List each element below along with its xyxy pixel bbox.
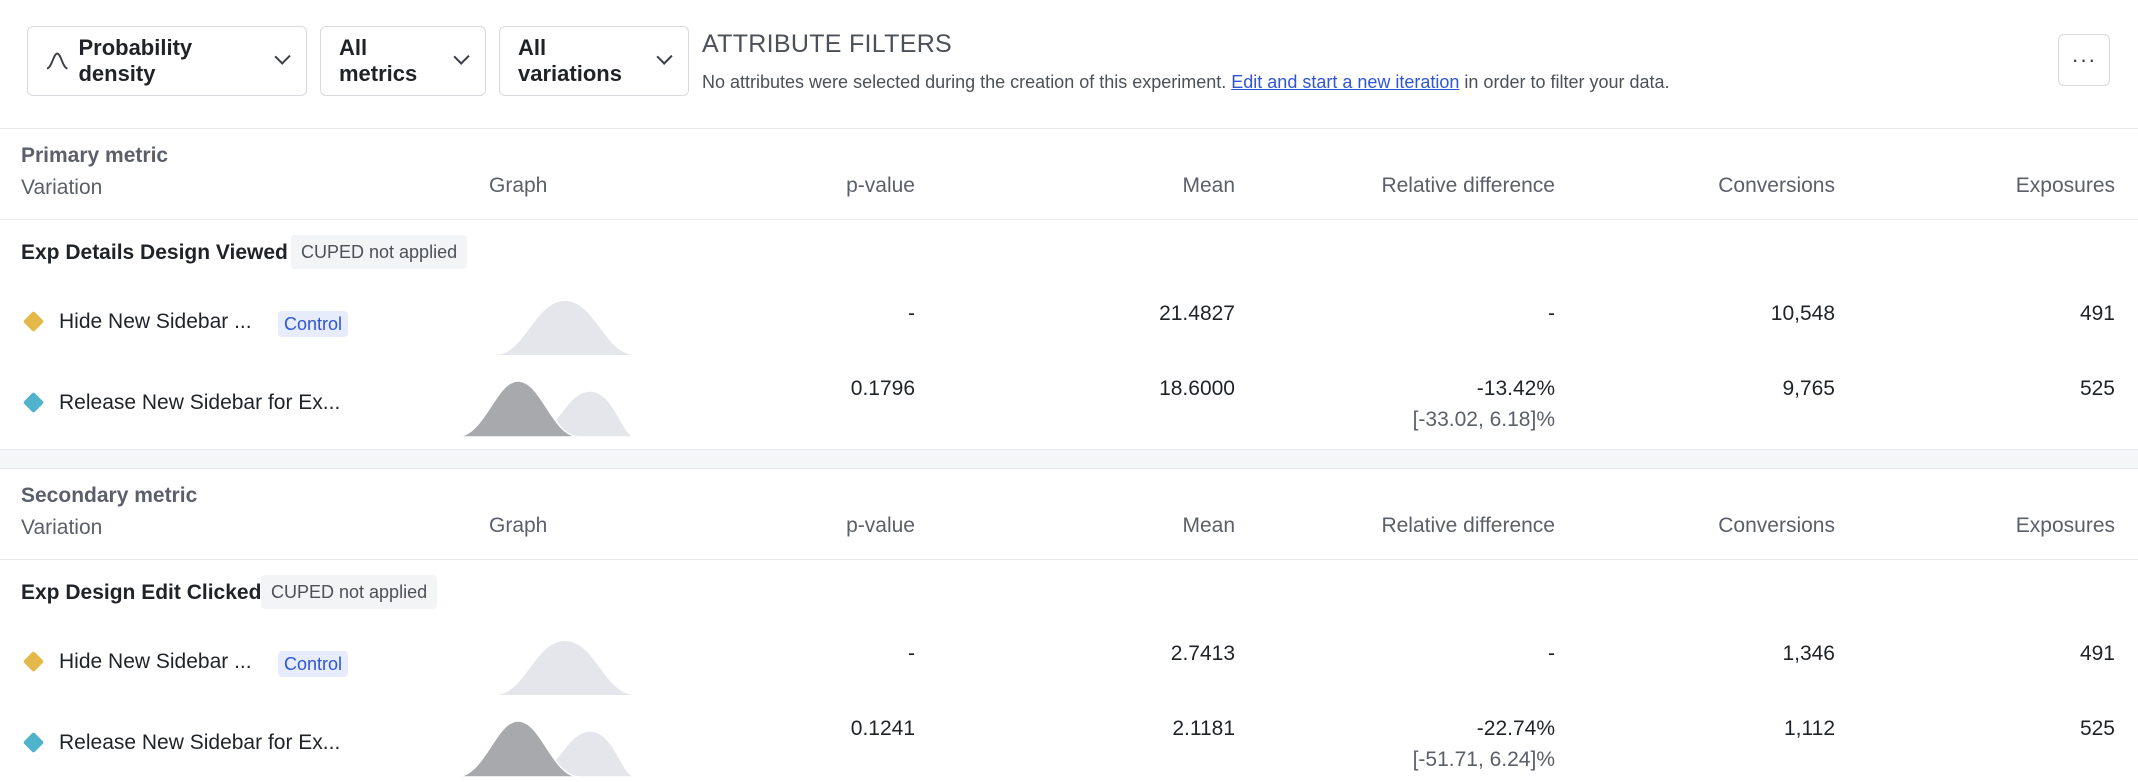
attribute-filters-note: No attributes were selected during the c… <box>702 72 1670 93</box>
density-graph <box>454 720 637 777</box>
control-diamond-icon <box>22 650 45 673</box>
control-density-curve <box>495 301 635 355</box>
mean-value: 21.4827 <box>1159 302 1235 325</box>
treatment-density-curve <box>454 720 581 777</box>
metrics-dropdown-label: All metrics <box>339 35 418 86</box>
conversions-value: 9,765 <box>1782 377 1835 400</box>
metric-name: Exp Design Edit Clicked <box>21 581 262 604</box>
column-conversions: Conversions <box>1718 514 1835 537</box>
confidence-interval: [-33.02, 6.18]% <box>1412 408 1555 431</box>
attribute-note-text: No attributes were selected during the c… <box>702 72 1232 92</box>
exposures-value: 525 <box>2079 717 2115 740</box>
cuped-badge: CUPED not applied <box>291 235 468 269</box>
treatment-diamond-icon <box>22 731 45 754</box>
chevron-down-icon <box>274 48 291 66</box>
pvalue-value: 0.1241 <box>850 717 915 740</box>
column-mean: Mean <box>1182 174 1235 197</box>
relative-difference-value: - <box>1548 642 1555 665</box>
exposures-value: 491 <box>2079 302 2115 325</box>
variation-name: Hide New Sidebar ... <box>59 310 252 333</box>
mean-value: 18.6000 <box>1159 377 1235 400</box>
chevron-down-icon <box>453 48 470 65</box>
control-diamond-icon <box>22 310 45 333</box>
relative-difference-value: -22.74% <box>1476 717 1555 740</box>
variation-name: Release New Sidebar for Ex... <box>59 391 341 414</box>
relative-difference-value: -13.42% <box>1476 377 1555 400</box>
more-options-button[interactable]: ··· <box>2058 34 2110 86</box>
column-graph: Graph <box>489 174 548 197</box>
density-dropdown[interactable]: Probability density <box>27 26 307 96</box>
column-pvalue: p-value <box>846 514 915 537</box>
column-exposures: Exposures <box>2015 514 2115 537</box>
treatment-diamond-icon <box>22 391 45 414</box>
column-variation: Variation <box>21 516 103 539</box>
variations-dropdown[interactable]: All variations <box>499 26 689 96</box>
column-relative-difference: Relative difference <box>1381 174 1555 197</box>
confidence-interval: [-51.71, 6.24]% <box>1412 748 1555 771</box>
conversions-value: 1,346 <box>1782 642 1835 665</box>
density-graph <box>495 301 635 355</box>
metric-row: Exp Details Design Viewed CUPED not appl… <box>0 221 2138 281</box>
column-conversions: Conversions <box>1718 174 1835 197</box>
variation-row-treatment[interactable]: Release New Sidebar for Ex... 0.1796 18.… <box>0 361 2138 449</box>
variation-name: Hide New Sidebar ... <box>59 650 252 673</box>
column-variation: Variation <box>21 176 103 199</box>
more-dots-icon: ··· <box>2071 47 2097 72</box>
control-density-curve <box>495 641 635 695</box>
conversions-value: 10,548 <box>1770 302 1835 325</box>
pvalue-value: - <box>908 642 915 665</box>
toolbar: Probability density All metrics All vari… <box>0 0 2138 129</box>
section-divider <box>0 449 2138 469</box>
metric-name: Exp Details Design Viewed <box>21 241 288 264</box>
variation-row-control[interactable]: Hide New Sidebar ... Control - 21.4827 -… <box>0 281 2138 361</box>
table-header: Secondary metric Variation Graph p-value… <box>0 469 2138 560</box>
control-badge: Control <box>278 311 349 337</box>
exposures-value: 525 <box>2079 377 2115 400</box>
metrics-dropdown[interactable]: All metrics <box>320 26 486 96</box>
edit-iteration-link[interactable]: Edit and start a new iteration <box>1231 72 1460 92</box>
column-relative-difference: Relative difference <box>1381 514 1555 537</box>
variation-row-control[interactable]: Hide New Sidebar ... Control - 2.7413 - … <box>0 621 2138 701</box>
density-graph <box>454 380 637 437</box>
attribute-note-text-end: in order to filter your data. <box>1459 72 1670 92</box>
table-header: Primary metric Variation Graph p-value M… <box>0 129 2138 220</box>
chevron-down-icon <box>656 48 673 65</box>
relative-difference-value: - <box>1548 302 1555 325</box>
exposures-value: 491 <box>2079 642 2115 665</box>
metric-row: Exp Design Edit Clicked CUPED not applie… <box>0 561 2138 621</box>
density-dropdown-label: Probability density <box>78 35 193 86</box>
density-graph <box>495 641 635 695</box>
metric-type-label: Secondary metric <box>21 484 198 507</box>
pvalue-value: 0.1796 <box>850 377 915 400</box>
cuped-badge: CUPED not applied <box>261 575 438 609</box>
density-curve-icon <box>46 52 68 70</box>
column-exposures: Exposures <box>2015 174 2115 197</box>
mean-value: 2.1181 <box>1172 717 1235 740</box>
conversions-value: 1,112 <box>1784 717 1835 740</box>
column-mean: Mean <box>1182 514 1235 537</box>
variations-dropdown-label: All variations <box>518 35 622 86</box>
attribute-filters-title: ATTRIBUTE FILTERS <box>702 30 953 58</box>
column-pvalue: p-value <box>846 174 915 197</box>
variation-name: Release New Sidebar for Ex... <box>59 731 341 754</box>
mean-value: 2.7413 <box>1170 642 1235 665</box>
control-badge: Control <box>278 651 349 677</box>
pvalue-value: - <box>908 302 915 325</box>
treatment-density-curve <box>454 380 581 437</box>
column-graph: Graph <box>489 514 548 537</box>
variation-row-treatment[interactable]: Release New Sidebar for Ex... 0.1241 2.1… <box>0 701 2138 782</box>
metric-type-label: Primary metric <box>21 144 169 167</box>
